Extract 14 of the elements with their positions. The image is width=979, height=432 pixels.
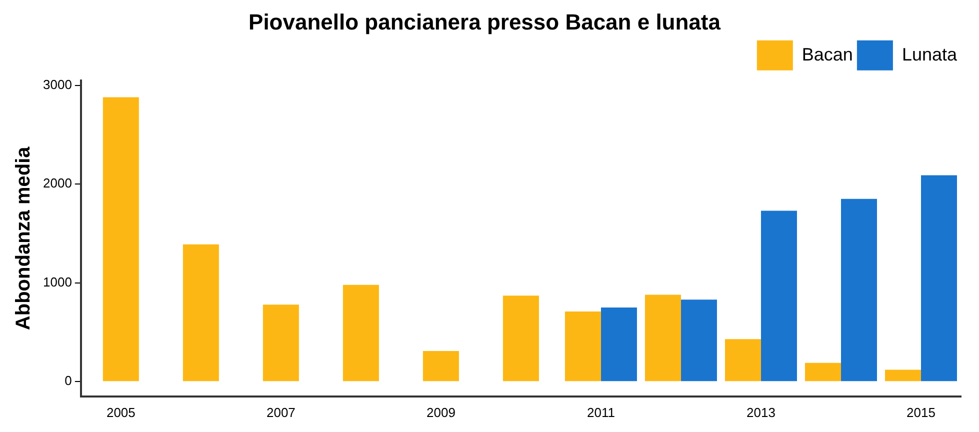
y-tick-label: 3000	[43, 76, 72, 92]
x-tick-label: 2013	[746, 404, 776, 420]
y-axis-title: Abbondanza media	[12, 146, 35, 330]
x-tick-label: 2007	[266, 404, 296, 420]
legend-label: Lunata	[902, 44, 958, 64]
legend-label: Bacan	[802, 44, 853, 64]
y-tick-label: 1000	[43, 274, 72, 290]
y-tick-label: 0	[64, 373, 72, 388]
x-tick-label: 2005	[106, 404, 136, 420]
x-tick-label: 2011	[586, 404, 615, 420]
chart-title: Piovanello pancianera presso Bacan e lunata	[248, 9, 722, 34]
x-tick-label: 2009	[426, 404, 456, 420]
x-tick-label: 2015	[906, 404, 936, 420]
y-tick-label: 2000	[43, 176, 72, 191]
